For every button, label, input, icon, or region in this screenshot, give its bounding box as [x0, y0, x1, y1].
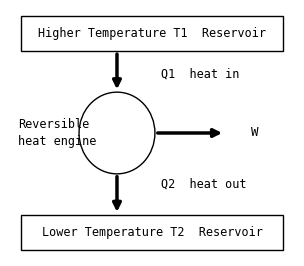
Text: Lower Temperature T2  Reservoir: Lower Temperature T2 Reservoir	[42, 226, 262, 239]
FancyBboxPatch shape	[21, 215, 283, 251]
Text: Q2  heat out: Q2 heat out	[161, 178, 246, 190]
Text: Q1  heat in: Q1 heat in	[161, 68, 239, 81]
Ellipse shape	[79, 92, 155, 174]
Text: W: W	[251, 127, 259, 139]
Text: Reversible
heat engine: Reversible heat engine	[18, 118, 96, 148]
FancyBboxPatch shape	[21, 15, 283, 51]
Text: Higher Temperature T1  Reservoir: Higher Temperature T1 Reservoir	[38, 27, 266, 40]
